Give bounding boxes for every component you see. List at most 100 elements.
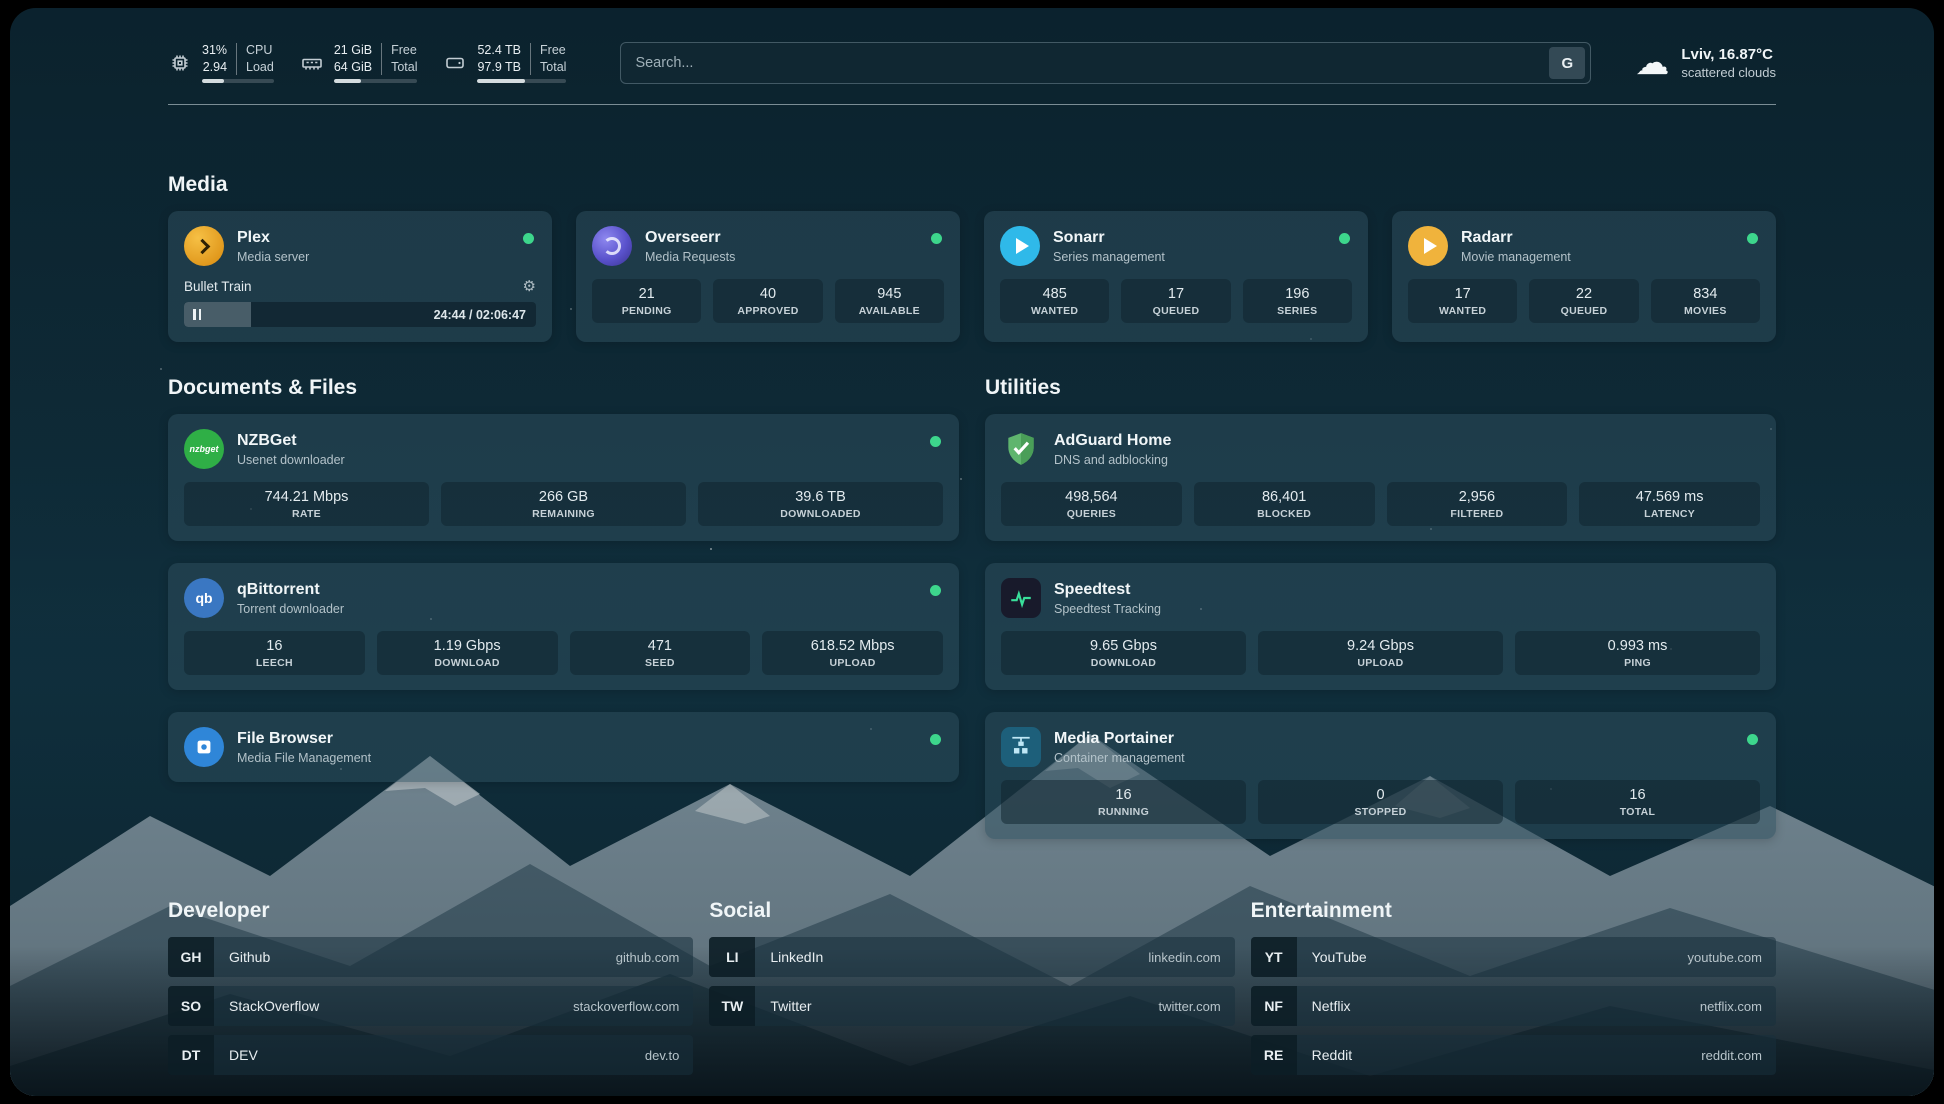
plex-desc: Media server [237,249,310,264]
cpu-load-value: 2.94 [202,60,228,74]
search-engine-button[interactable]: G [1549,47,1586,79]
bookmark-reddit[interactable]: RE Reddit reddit.com [1250,1035,1776,1075]
bookmark-abbr: SO [168,986,214,1026]
playback-progress-bar[interactable]: 24:44 / 02:06:47 [184,302,536,327]
stat-label: RUNNING [1097,806,1150,818]
disk-icon [446,57,465,69]
speedtest-desc: Speedtest Tracking [1054,601,1162,616]
search-input[interactable] [635,55,1550,71]
filebrowser-name: File Browser [237,729,334,747]
stat-box: 16 TOTAL [1515,780,1760,824]
dashboard-screen: 31% 2.94 CPU Load [10,8,1934,1096]
settings-gear-icon[interactable]: ⚙ [522,278,536,295]
snow-specks [10,8,12,10]
disk-usage-bar [477,79,567,83]
stat-label: QUEUED [1152,305,1200,317]
stat-box: 498,564 QUERIES [1001,482,1182,526]
stat-box: 266 GB REMAINING [441,482,686,526]
plex-name: Plex [237,228,270,246]
bookmark-netflix[interactable]: NF Netflix netflix.com [1250,986,1776,1026]
bookmark-abbr: LI [709,937,756,977]
now-playing-title: Bullet Train [184,278,252,294]
bookmark-url: stackoverflow.com [573,998,680,1014]
stat-box: 0.993 ms PING [1515,631,1760,675]
cpu-usage-bar [202,79,274,83]
portainer-desc: Container management [1054,750,1185,765]
speedtest-card[interactable]: Speedtest Speedtest Tracking 9.65 Gbps DO… [985,563,1776,690]
portainer-status-dot [1747,734,1758,745]
stat-value: 834 [1693,286,1718,302]
bookmark-github[interactable]: GH Github github.com [168,937,694,977]
plex-now-playing: Bullet Train ⚙ 24:44 / 02:06:47 [184,277,536,327]
stat-label: DOWNLOADED [780,508,861,520]
stat-value: 21 [638,286,655,302]
plex-card[interactable]: Plex Media server Bullet Train ⚙ [168,211,552,342]
radarr-status-dot [1747,233,1758,244]
radarr-icon [1408,226,1448,266]
memory-total-label: Total [391,60,418,74]
section-title-utilities: Utilities [985,376,1061,399]
bookmark-twitter[interactable]: TW Twitter twitter.com [709,986,1235,1026]
memory-widget: 21 GiB 64 GiB Free Total [300,43,418,83]
stat-value: 16 [266,638,283,654]
nzbget-card[interactable]: nzbget NZBGet Usenet downloader 744.21 M… [168,414,959,541]
stat-label: PENDING [621,305,672,317]
bookmark-abbr: GH [168,937,214,977]
stat-value: 0.993 ms [1607,638,1668,654]
stat-box: 86,401 BLOCKED [1193,482,1375,526]
qbittorrent-card[interactable]: qb qBittorrent Torrent downloader 16 LEEC… [168,563,959,690]
bookmark-linkedin[interactable]: LI LinkedIn linkedin.com [709,937,1235,977]
adguard-card[interactable]: AdGuard Home DNS and adblocking 498,564 Q… [985,414,1776,541]
qbittorrent-name: qBittorrent [237,580,320,598]
stat-value: 744.21 Mbps [264,489,349,505]
sonarr-name: Sonarr [1053,228,1105,246]
bookmark-group-entertainment: Entertainment YT YouTube youtube.com NF … [1250,899,1776,1084]
stat-box: 2,956 FILTERED [1386,482,1568,526]
stat-value: 945 [877,286,902,302]
stat-value: 498,564 [1065,489,1118,505]
search-bar[interactable]: G [620,42,1592,84]
overseerr-status-dot [931,233,942,244]
stat-label: RATE [291,508,321,520]
bookmark-abbr: YT [1250,937,1297,977]
bookmark-url: netflix.com [1699,998,1762,1014]
weather-condition: scattered clouds [1681,65,1776,80]
overseerr-card[interactable]: Overseerr Media Requests 21 PENDING 40 APP… [576,211,960,342]
portainer-card[interactable]: Media Portainer Container management 16 R… [985,712,1776,839]
stat-box: 471 SEED [569,631,751,675]
nzbget-desc: Usenet downloader [237,452,345,467]
speedtest-name: Speedtest [1054,580,1131,598]
sonarr-card[interactable]: Sonarr Series management 485 WANTED 17 QUE… [984,211,1368,342]
qbittorrent-status-dot [930,585,941,596]
stat-value: 17 [1167,286,1185,302]
filebrowser-card[interactable]: File Browser Media File Management [168,712,959,782]
bookmark-dev[interactable]: DT DEV dev.to [168,1035,694,1075]
bookmark-abbr: DT [168,1035,214,1075]
sonarr-desc: Series management [1053,249,1165,264]
bookmark-youtube[interactable]: YT YouTube youtube.com [1250,937,1776,977]
nzbget-status-dot [930,436,941,447]
pause-icon[interactable] [193,309,201,320]
section-title-entertainment: Entertainment [1250,899,1392,922]
background-tint [10,8,1934,1096]
adguard-icon [1001,429,1041,469]
overseerr-desc: Media Requests [645,249,736,264]
cpu-load-label: Load [246,60,274,74]
bookmark-stackoverflow[interactable]: SO StackOverflow stackoverflow.com [168,986,694,1026]
stat-value: 1.19 Gbps [433,638,501,654]
stat-value: 22 [1575,286,1593,302]
radarr-card[interactable]: Radarr Movie management 17 WANTED 22 QUEUE… [1392,211,1776,342]
stat-value: 266 GB [538,489,589,505]
stat-box: 945 AVAILABLE [834,279,944,323]
bookmark-url: twitter.com [1158,998,1221,1014]
stat-label: QUERIES [1066,508,1117,520]
qbittorrent-icon: qb [184,578,224,618]
stat-value: 2,956 [1458,489,1496,505]
stat-value: 9.24 Gbps [1347,638,1414,654]
stat-label: APPROVED [737,305,799,317]
stat-label: WANTED [1031,305,1079,317]
stat-box: 22 QUEUED [1529,279,1639,323]
stat-value: 196 [1285,286,1310,302]
stat-label: LATENCY [1644,508,1696,520]
stat-box: 9.24 Gbps UPLOAD [1258,631,1503,675]
